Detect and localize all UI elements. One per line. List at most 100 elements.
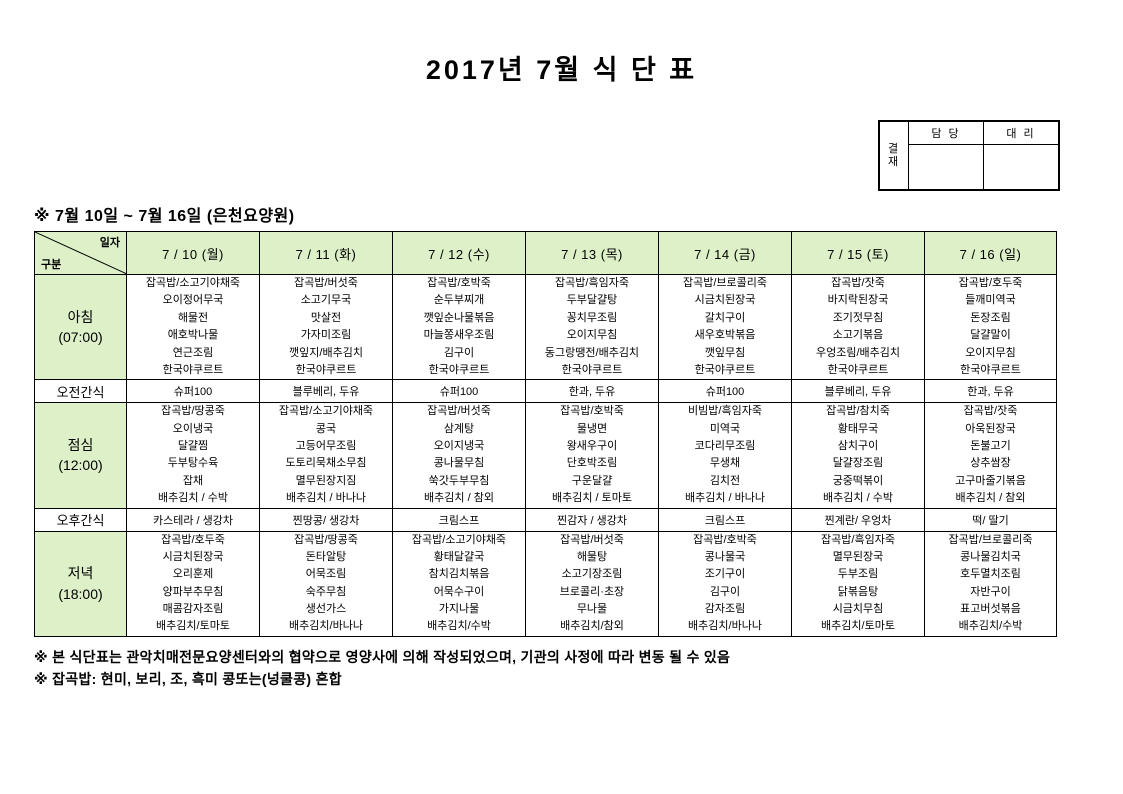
dish: 코다리무조림	[694, 440, 756, 452]
row-label-breakfast-time: (07:00)	[58, 329, 103, 346]
day-header-fri: 7 / 14 (금)	[658, 231, 792, 275]
dish: 궁중떡볶이	[832, 474, 884, 487]
dish: 배추김치 / 수박	[823, 492, 893, 505]
dish: 순두부찌개	[433, 294, 485, 307]
dish: 맛살전	[310, 311, 342, 324]
dish: 소고기무국	[300, 294, 352, 307]
dish: 삼치구이	[837, 440, 879, 452]
cell-lunch-sat: 잡곡밥/참치죽 황태무국 삼치구이 달걀장조림 궁중떡볶이 배추김치 / 수박	[791, 402, 925, 509]
cell-morning-snack-sun: 한과, 두유	[924, 379, 1057, 404]
dish: 콩나물김치국	[960, 550, 1021, 563]
dish: 깻잎순나물볶음	[423, 311, 495, 324]
cell-dinner-tue: 잡곡밥/땅콩죽 돈타알탕 어묵조림 숙주무침 생선가스 배추김치/바나나	[259, 530, 393, 637]
cell-afternoon-snack-tue: 찐땅콩/ 생강차	[259, 507, 393, 532]
dish: 잡곡밥/호박죽	[560, 405, 624, 418]
dish: 단호박조림	[566, 457, 618, 470]
dish: 조기구이	[704, 568, 746, 581]
dish: 콩나물국	[704, 550, 746, 563]
cell-afternoon-snack-sun: 떡/ 딸기	[924, 507, 1057, 532]
dish: 잡곡밥/호두죽	[958, 277, 1023, 289]
dish: 멸무된장국	[832, 550, 884, 563]
dish: 콩국	[315, 422, 337, 435]
dish: 양파부추무침	[162, 585, 224, 598]
dish: 오리훈제	[172, 568, 214, 581]
dish: 생선가스	[305, 603, 347, 615]
dish: 구운달걀	[571, 474, 613, 487]
cell-afternoon-snack-thu: 찐감자 / 생강차	[525, 507, 659, 532]
cell-lunch-sun: 잡곡밥/잣죽 아욱된장국 돈불고기 상추쌈장 고구마줄기볶음 배추김치 / 참외	[924, 402, 1057, 509]
dish: 잡곡밥/소고기야채죽	[145, 277, 241, 289]
dish: 배추김치 / 바나나	[285, 492, 366, 505]
dish: 물냉면	[576, 422, 608, 435]
cell-dinner-fri: 잡곡밥/호박죽 콩나물국 조기구이 김구이 감자조림 배추김치/바나나	[658, 530, 792, 637]
row-label-morning-snack: 오전간식	[34, 379, 127, 404]
dish: 잡곡밥/호박죽	[427, 277, 491, 289]
cell-breakfast-wed: 잡곡밥/호박죽 순두부찌개 깻잎순나물볶음 마늘쫑새우조림 김구이 한국야쿠르트	[392, 273, 526, 381]
table-header-row: 일자 구분 7 / 10 (월) 7 / 11 (화) 7 / 12 (수) 7…	[34, 231, 1057, 275]
dish: 황태달걀국	[433, 550, 485, 563]
dish: 감자조림	[704, 603, 746, 615]
dish: 두부조림	[837, 568, 879, 581]
row-label-dinner: 저녁 (18:00)	[34, 530, 127, 637]
dish: 잡곡밥/흑임자죽	[821, 533, 895, 546]
dish: 배추김치/참외	[560, 620, 624, 633]
dish: 왕새우구이	[566, 440, 618, 452]
dish: 배추김치 / 참외	[424, 492, 494, 505]
dish: 애호박나물	[167, 329, 219, 342]
dish: 조기젓무침	[832, 311, 884, 324]
row-label-breakfast: 아침 (07:00)	[34, 273, 127, 381]
dish: 호두멸치조림	[960, 568, 1021, 581]
dish: 돈타알탕	[305, 550, 347, 563]
cell-dinner-sun: 잡곡밥/브로콜리죽 콩나물김치국 호두멸치조림 자반구이 표고버섯볶음 배추김치…	[924, 530, 1057, 637]
cell-dinner-sat: 잡곡밥/흑임자죽 멸무된장국 두부조림 닭볶음탕 시금치무침 배추김치/토마토	[791, 530, 925, 637]
dish: 잡곡밥/버섯죽	[560, 533, 624, 546]
dish: 달걀찜	[177, 440, 209, 452]
dish: 도토리묵채소무침	[285, 457, 367, 470]
dish: 오이냉국	[172, 422, 214, 435]
dish: 배추김치 / 바나나	[684, 492, 765, 505]
table-row-lunch: 점심 (12:00) 잡곡밥/땅콩죽 오이냉국 달걀찜 두부탕수육 잡채 배추김…	[34, 402, 1057, 509]
cell-lunch-mon: 잡곡밥/땅콩죽 오이냉국 달걀찜 두부탕수육 잡채 배추김치 / 수박	[126, 402, 260, 509]
weekly-menu-table-wrap: 일자 구분 7 / 10 (월) 7 / 11 (화) 7 / 12 (수) 7…	[34, 231, 1057, 637]
cell-breakfast-mon: 잡곡밥/소고기야채죽 오이정어무국 해물전 애호박나물 연근조림 한국야쿠르트	[126, 273, 260, 381]
dish: 두부탕수육	[167, 457, 219, 470]
dish: 잡곡밥/호두죽	[161, 533, 225, 546]
dish: 소고기볶음	[832, 329, 884, 342]
dish: 삼계탕	[443, 422, 475, 435]
dish: 달걀말이	[970, 329, 1011, 342]
dish: 숙주무침	[305, 585, 347, 598]
header-date-label: 일자	[99, 237, 120, 249]
dish: 배추김치/바나나	[688, 620, 762, 633]
table-row-afternoon-snack: 오후간식 카스테라 / 생강차 찐땅콩/ 생강차 크림스프 찐감자 / 생강차 …	[34, 507, 1057, 532]
cell-breakfast-sun: 잡곡밥/호두죽 들깨미역국 돈장조림 달걀말이 오이지무침 한국야쿠르트	[924, 273, 1057, 381]
dish: 돈장조림	[970, 311, 1011, 324]
dish: 잡곡밥/참치죽	[826, 405, 890, 418]
cell-morning-snack-tue: 블루베리, 두유	[259, 379, 393, 404]
approval-signature-deputy[interactable]	[983, 144, 1059, 190]
dish: 해물탕	[576, 550, 608, 563]
period-line: ※ 7월 10일 ~ 7월 16일 (은천요양원)	[34, 208, 295, 225]
dish: 매콤감자조림	[162, 603, 224, 615]
dish: 콩나물무침	[433, 457, 485, 470]
dish: 무나물	[576, 603, 608, 615]
cell-afternoon-snack-wed: 크림스프	[392, 507, 526, 532]
dish: 시금치무침	[832, 603, 884, 615]
header-kind-label: 구분	[41, 259, 62, 271]
approval-signature-manager[interactable]	[908, 144, 984, 190]
dish: 우엉조림/배추김치	[815, 346, 900, 359]
cell-breakfast-tue: 잡곡밥/버섯죽 소고기무국 맛살전 가자미조림 깻잎지/배추김치 한국야쿠르트	[259, 273, 393, 381]
dish: 잡곡밥/버섯죽	[294, 277, 358, 289]
dish: 잡곡밥/소고기야채죽	[411, 533, 507, 546]
dish: 배추김치/수박	[958, 620, 1023, 633]
dish: 가지나물	[438, 603, 480, 615]
dish: 한국야쿠르트	[827, 363, 889, 376]
dish: 멸무된장지짐	[295, 474, 357, 487]
dish: 동그랑땡전/배추김치	[544, 346, 640, 359]
row-label-lunch: 점심 (12:00)	[34, 402, 127, 509]
cell-dinner-mon: 잡곡밥/호두죽 시금치된장국 오리훈제 양파부추무침 매콤감자조림 배추김치/토…	[126, 530, 260, 637]
day-header-tue: 7 / 11 (화)	[259, 231, 393, 275]
dish: 잡채	[182, 474, 204, 487]
cell-breakfast-sat: 잡곡밥/잣죽 바지락된장국 조기젓무침 소고기볶음 우엉조림/배추김치 한국야쿠…	[791, 273, 925, 381]
cell-lunch-tue: 잡곡밥/소고기야채죽 콩국 고등어무조림 도토리묵채소무침 멸무된장지짐 배추김…	[259, 402, 393, 509]
